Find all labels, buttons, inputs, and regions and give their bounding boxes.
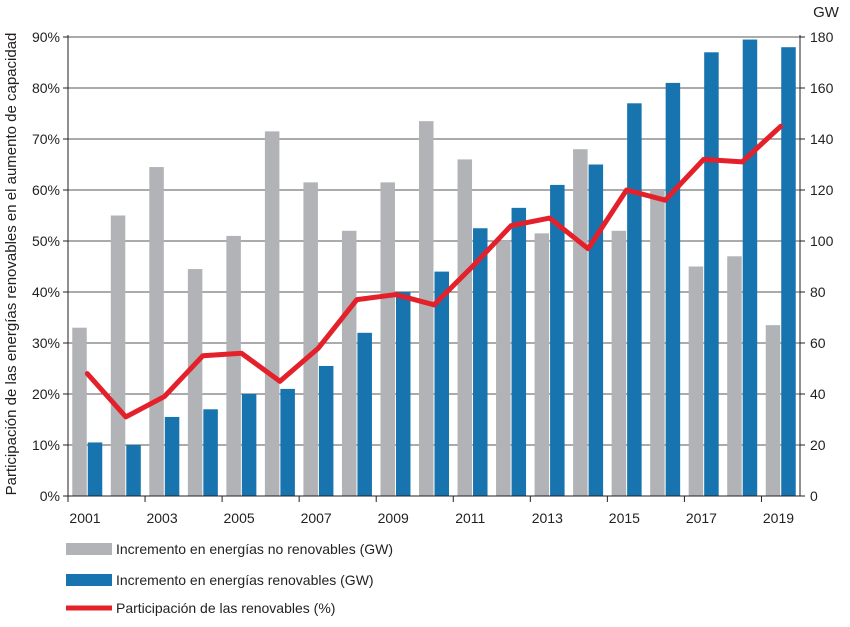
bar-non-renewable [611,230,627,497]
bar-renewable [511,207,527,496]
y-right-tick-label: 160 [810,80,834,96]
x-tick-label: 2013 [532,510,563,526]
bar-non-renewable [534,233,550,496]
y-right-tick-label: 60 [810,335,826,351]
bar-non-renewable [149,167,164,497]
bar-non-renewable [72,327,87,496]
legend-swatch-renewable [66,574,112,586]
bar-renewable [126,445,141,496]
share-line [84,123,784,420]
bar-non-renewable [110,215,126,496]
tick-labels: 0% 10% 20% 30% 40% 50% 60% 70% 80% 90% 0 20 40 60 80 10… [32,29,834,526]
bar-renewable [588,164,604,496]
bar-non-renewable [496,241,511,496]
bar-renewable [704,52,719,497]
bar-non-renewable [688,266,704,496]
y-left-tick-label: 20% [32,386,60,402]
legend: Incremento en energías no renovables (GW… [66,541,393,616]
y-right-tick-label: 0 [810,488,818,504]
x-tick-label: 2019 [763,510,794,526]
bar-renewable [164,416,180,496]
legend-label-non-renewable: Incremento en energías no renovables (GW… [116,541,393,557]
bar-renewable [781,47,796,496]
y-axis-left-title: Participación de las energías renovables… [3,33,20,496]
bar-renewable [318,365,334,496]
bar-renewable [280,388,295,496]
x-tick-label: 2005 [224,510,255,526]
y-axis-right-title: GW [813,4,840,21]
bar-non-renewable [303,182,318,496]
y-right-tick-label: 80 [810,284,826,300]
bar-non-renewable [419,121,434,497]
bar-renewable [665,82,681,497]
y-right-tick-label: 100 [810,233,834,249]
y-right-tick-label: 20 [810,437,826,453]
bar-non-renewable [264,131,280,496]
y-left-tick-label: 60% [32,182,60,198]
bar-non-renewable [765,325,781,496]
y-right-tick-label: 180 [810,29,834,45]
bar-non-renewable [380,182,395,496]
x-tick-label: 2003 [146,510,177,526]
bar-non-renewable [187,269,203,496]
y-left-tick-label: 70% [32,131,60,147]
bar-non-renewable [573,149,588,496]
bar-renewable [203,409,218,496]
y-left-tick-label: 10% [32,437,60,453]
bar-renewable [550,184,565,496]
x-tick-label: 2001 [69,510,100,526]
x-tick-label: 2007 [301,510,332,526]
x-tick-label: 2017 [686,510,717,526]
y-left-tick-label: 80% [32,80,60,96]
y-right-tick-label: 120 [810,182,834,198]
bar-renewable [434,271,449,496]
bar-renewable [627,103,642,497]
bar-renewable [241,394,257,496]
y-right-tick-label: 40 [810,386,826,402]
bar-non-renewable [727,256,742,496]
bar-non-renewable [650,190,665,496]
y-left-tick-label: 40% [32,284,60,300]
y-left-tick-label: 50% [32,233,60,249]
legend-swatch-non-renewable [66,543,112,555]
legend-label-share: Participación de las renovables (%) [116,600,335,616]
x-tick-label: 2011 [455,510,485,526]
bar-non-renewable [341,230,357,497]
bars [72,39,796,497]
bar-non-renewable [457,159,473,496]
bar-renewable [87,442,103,496]
share-line-layer [84,123,784,420]
bar-renewable [742,39,758,497]
y-left-tick-label: 90% [32,29,60,45]
bar-renewable [395,292,411,496]
y-left-tick-label: 30% [32,335,60,351]
legend-label-renewable: Incremento en energías renovables (GW) [116,572,374,588]
y-left-tick-label: 0% [40,488,60,504]
x-tick-label: 2009 [378,510,409,526]
bar-renewable [357,332,372,496]
bar-renewable [473,228,488,496]
bar-non-renewable [226,235,241,496]
x-tick-label: 2015 [609,510,640,526]
axes [63,35,805,502]
y-right-tick-label: 140 [810,131,834,147]
